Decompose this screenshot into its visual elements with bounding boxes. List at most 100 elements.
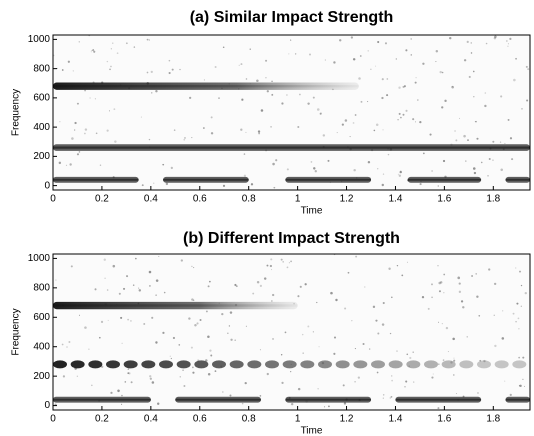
noise [405, 49, 408, 52]
noise [408, 365, 410, 367]
noise [207, 335, 210, 338]
noise [406, 261, 408, 263]
x-tick-label: 0.8 [242, 194, 256, 205]
noise [462, 306, 465, 309]
noise [113, 108, 116, 111]
noise [473, 96, 475, 98]
noise [405, 109, 408, 112]
noise [290, 371, 292, 373]
noise [516, 302, 519, 305]
x-tick-label: 1.2 [340, 194, 354, 205]
noise [299, 285, 302, 288]
noise [88, 348, 90, 350]
noise [500, 168, 503, 172]
noise [373, 129, 376, 132]
noise [401, 274, 404, 277]
noise [333, 336, 337, 339]
noise [368, 348, 371, 350]
noise [243, 153, 246, 155]
noise [240, 63, 243, 66]
noise [275, 159, 278, 162]
noise [286, 168, 289, 171]
noise [76, 102, 79, 105]
noise [183, 385, 186, 388]
noise [245, 325, 247, 327]
y-tick-label: 0 [44, 400, 50, 411]
noise [191, 137, 193, 139]
noise [352, 122, 355, 124]
noise [472, 70, 475, 73]
noise [414, 121, 417, 123]
noise [480, 161, 483, 164]
noise [127, 318, 130, 321]
x-tick-label: 0.2 [95, 414, 109, 425]
noise [78, 314, 81, 316]
noise [121, 394, 123, 397]
x-tick-label: 0 [50, 414, 56, 425]
noise [149, 285, 151, 287]
noise [415, 77, 417, 79]
band-core [395, 398, 482, 401]
noise [280, 354, 283, 356]
noise [439, 70, 442, 74]
noise [272, 338, 274, 340]
noise [269, 264, 273, 268]
y-tick-label: 800 [33, 282, 50, 293]
noise [114, 140, 117, 143]
noise [493, 36, 497, 40]
y-axis-label: Frequency [11, 89, 22, 136]
noise [354, 381, 356, 383]
noise [56, 67, 58, 69]
noise [389, 332, 392, 335]
noise [316, 108, 320, 111]
noise [94, 98, 96, 100]
noise [229, 394, 232, 397]
x-tick-label: 1.8 [486, 414, 500, 425]
noise [402, 113, 405, 116]
noise [351, 320, 353, 322]
noise [354, 348, 356, 350]
noise [294, 53, 297, 55]
noise [59, 121, 61, 123]
noise [126, 275, 129, 278]
band-pulse [106, 360, 120, 369]
noise [450, 361, 453, 364]
noise [92, 49, 95, 51]
noise [432, 373, 434, 375]
chart-title: (a) Similar Impact Strength [190, 9, 394, 26]
noise [443, 273, 446, 276]
noise [427, 307, 430, 310]
noise [76, 375, 79, 377]
noise [515, 320, 517, 323]
noise [525, 65, 528, 68]
noise [441, 106, 444, 109]
noise [381, 323, 385, 326]
noise [386, 78, 389, 80]
noise [155, 294, 157, 296]
noise [135, 257, 137, 260]
noise [500, 95, 503, 98]
band-pulse [212, 360, 226, 369]
noise [339, 39, 342, 42]
noise [441, 323, 444, 325]
noise [205, 310, 208, 313]
noise [453, 359, 456, 362]
noise [506, 40, 508, 42]
noise [280, 258, 283, 261]
noise [504, 142, 506, 145]
noise [445, 326, 449, 330]
band-pulse [141, 360, 156, 369]
noise [381, 96, 384, 100]
noise [94, 288, 97, 291]
noise [132, 284, 135, 286]
noise [169, 355, 171, 357]
noise [228, 325, 231, 327]
noise [375, 65, 377, 67]
noise [221, 312, 224, 316]
noise [84, 128, 88, 131]
noise [398, 112, 401, 115]
noise [163, 291, 166, 294]
noise [76, 153, 80, 156]
noise [68, 341, 71, 344]
noise [387, 153, 390, 156]
